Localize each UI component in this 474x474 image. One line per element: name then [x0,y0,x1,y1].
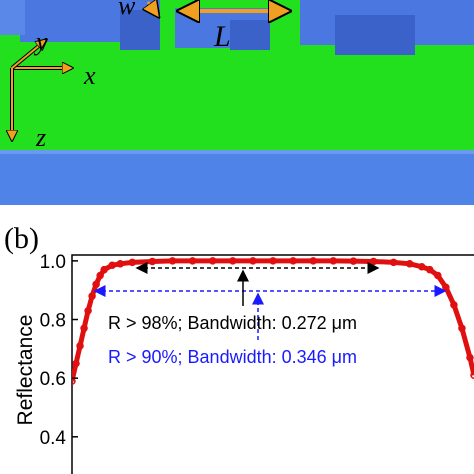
data-point [470,371,474,379]
length-label: L [213,20,231,53]
data-point [128,258,137,267]
panel-label: (b) [4,222,39,255]
y-tick-label: 1.0 [40,252,66,273]
y-tick-label: 0.4 [40,428,67,449]
z-axis-label: z [35,123,46,152]
y-tick-label: 0.8 [40,311,66,332]
width-label: w [118,0,136,20]
data-point [96,271,104,280]
ticks: 0.4 0.6 0.8 1.0 [40,252,78,449]
data-point [389,258,398,267]
data-point [116,260,124,268]
x-axis-label: x [83,61,96,90]
data-point [405,260,414,268]
y-tick-label: 0.6 [40,369,66,390]
data-point [108,261,116,270]
data-point [80,324,88,333]
data-point [450,301,458,309]
annotation: R > 90%; Bandwidth: 0.346 μm [108,347,357,367]
data-point [84,306,92,315]
data-point [76,342,84,350]
data-point [72,377,76,385]
data-point [434,271,442,280]
data-point [72,359,80,368]
y-axis-title: Reflectance [14,315,37,426]
data-point [417,262,426,271]
y-axis-label: y [33,27,48,56]
data-point [100,265,108,274]
data-point [458,324,466,333]
data-point [426,265,434,274]
data-point [466,353,474,362]
annotation: R > 98%; Bandwidth: 0.272 μm [108,313,357,333]
structure-image: w L y x z [0,0,474,205]
